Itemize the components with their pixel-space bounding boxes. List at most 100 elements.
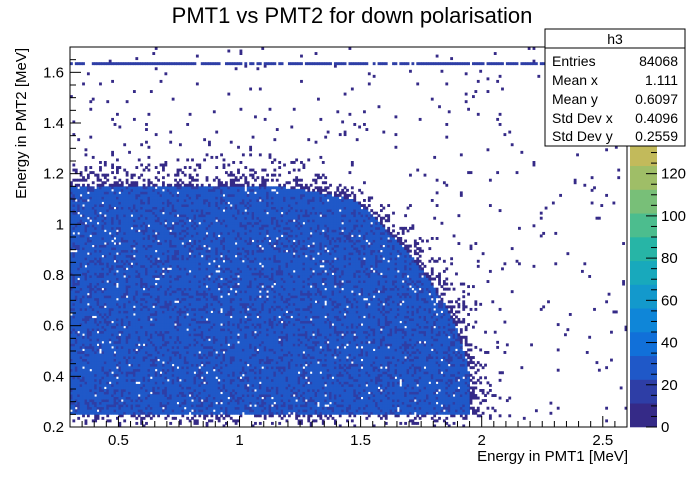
histogram-cell — [123, 328, 127, 332]
histogram-cell — [149, 193, 153, 197]
histogram-cell — [72, 287, 76, 291]
histogram-cell — [147, 183, 151, 187]
histogram-cell — [111, 269, 114, 273]
histogram-cell — [195, 376, 199, 380]
histogram-cell — [198, 275, 202, 278]
histogram-cell — [159, 366, 163, 370]
histogram-cell — [96, 237, 100, 240]
histogram-cell — [130, 383, 134, 387]
histogram-cell — [147, 282, 151, 286]
histogram-cell — [147, 361, 151, 365]
histogram-cell — [174, 361, 177, 365]
histogram-cell — [120, 353, 124, 357]
histogram-cell — [120, 290, 124, 294]
histogram-cell — [94, 368, 98, 372]
histogram-cell — [96, 383, 100, 387]
histogram-cell — [91, 292, 95, 296]
histogram-cell — [159, 297, 163, 301]
histogram-cell — [166, 325, 170, 329]
histogram-cell — [159, 302, 163, 306]
histogram-cell — [166, 62, 170, 66]
histogram-cell — [171, 252, 175, 256]
histogram-cell — [157, 368, 160, 372]
histogram-cell — [188, 376, 192, 380]
histogram-cell — [140, 404, 144, 408]
histogram-cell — [101, 313, 105, 316]
histogram-cell — [79, 297, 83, 301]
histogram-cell — [96, 62, 100, 66]
histogram-cell — [91, 310, 95, 314]
histogram-cell — [82, 277, 85, 281]
histogram-cell — [86, 335, 90, 339]
histogram-cell — [149, 348, 153, 352]
histogram-cell — [111, 318, 114, 321]
histogram-cell — [147, 366, 151, 370]
histogram-cell — [186, 199, 190, 202]
histogram-cell — [140, 201, 144, 205]
histogram-cell — [142, 424, 146, 428]
histogram-cell — [86, 204, 90, 207]
histogram-cell — [113, 224, 117, 228]
histogram-cell — [128, 292, 131, 296]
histogram-cell — [162, 300, 165, 304]
histogram-cell — [74, 193, 78, 197]
histogram-cell — [157, 345, 160, 349]
histogram-cell — [99, 234, 102, 238]
histogram-cell — [125, 340, 129, 344]
histogram-cell — [171, 373, 175, 377]
histogram-cell — [181, 262, 185, 266]
histogram-cell — [191, 158, 194, 162]
histogram-cell — [72, 419, 76, 423]
histogram-cell — [142, 254, 146, 258]
histogram-cell — [142, 209, 146, 213]
histogram-cell — [91, 262, 95, 266]
histogram-cell — [70, 305, 73, 309]
histogram-cell — [186, 318, 190, 321]
histogram-cell — [188, 381, 192, 385]
histogram-cell — [79, 211, 83, 215]
histogram-cell — [91, 272, 95, 276]
histogram-cell — [195, 409, 199, 413]
histogram-cell — [82, 254, 85, 258]
histogram-cell — [174, 386, 177, 390]
histogram-cell — [103, 277, 107, 281]
histogram-cell — [103, 234, 107, 238]
histogram-cell — [178, 391, 182, 395]
histogram-cell — [166, 229, 170, 233]
histogram-cell — [120, 404, 124, 408]
histogram-cell — [106, 409, 110, 413]
histogram-cell — [188, 356, 192, 359]
histogram-cell — [142, 188, 146, 192]
histogram-cell — [77, 404, 81, 408]
histogram-cell — [79, 287, 83, 291]
histogram-cell — [152, 333, 156, 337]
histogram-cell — [103, 186, 107, 190]
histogram-cell — [198, 353, 202, 357]
histogram-cell — [89, 204, 93, 207]
histogram-cell — [157, 302, 160, 306]
histogram-cell — [169, 244, 173, 248]
histogram-cell — [147, 401, 151, 405]
histogram-cell — [103, 272, 107, 276]
histogram-cell — [181, 386, 185, 390]
histogram-cell — [140, 287, 144, 291]
histogram-cell — [198, 363, 202, 367]
histogram-cell — [130, 193, 134, 197]
histogram-cell — [171, 275, 175, 278]
histogram-cell — [176, 168, 180, 172]
histogram-cell — [164, 244, 168, 248]
histogram-cell — [157, 188, 160, 192]
histogram-cell — [140, 394, 144, 397]
histogram-cell — [111, 396, 114, 400]
histogram-cell — [154, 242, 158, 245]
histogram-cell — [149, 310, 153, 314]
histogram-cell — [99, 269, 102, 273]
histogram-cell — [89, 287, 93, 291]
histogram-cell — [123, 193, 127, 197]
histogram-cell — [174, 378, 177, 382]
histogram-cell — [159, 399, 163, 403]
histogram-cell — [96, 173, 100, 177]
histogram-cell — [103, 193, 107, 197]
histogram-cell — [116, 186, 119, 190]
histogram-cell — [106, 310, 110, 314]
